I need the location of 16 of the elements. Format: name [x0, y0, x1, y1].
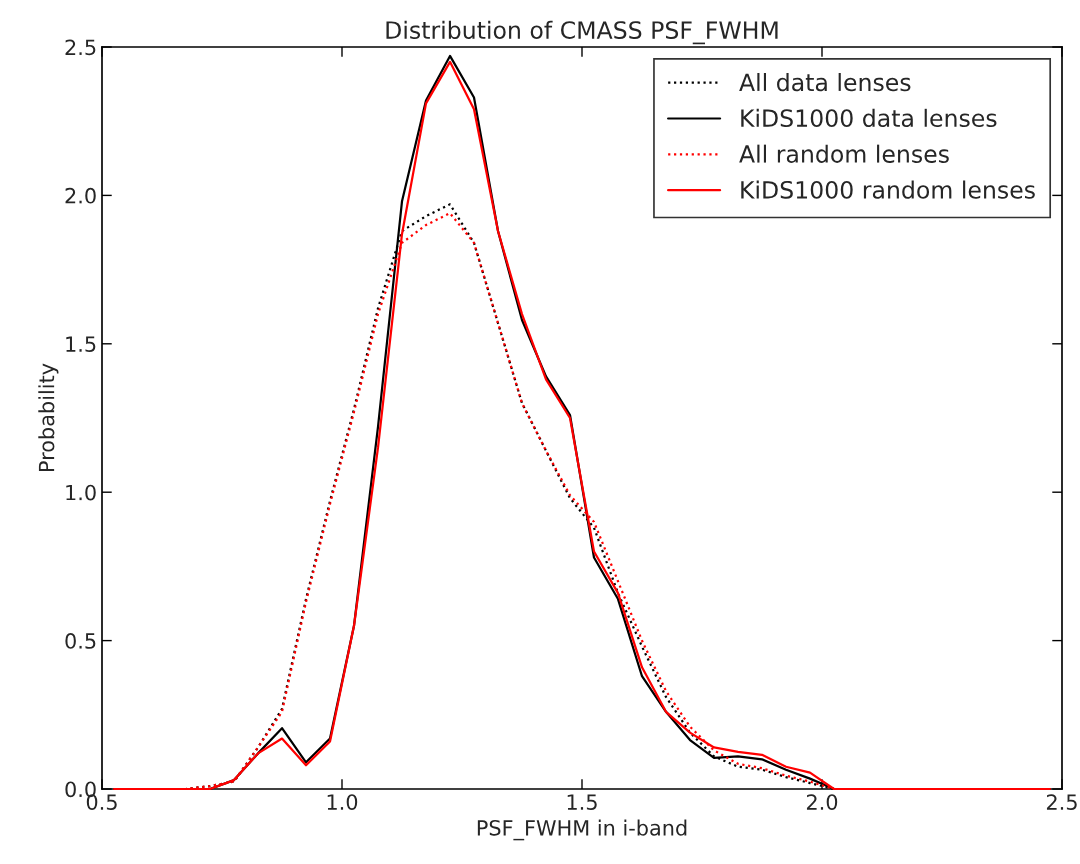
x-tick-label: 2.0 — [806, 794, 838, 810]
legend-label: KiDS1000 random lenses — [741, 180, 1035, 199]
legend-label: All random lenses — [739, 144, 949, 163]
y-tick-label: 1.0 — [66, 484, 96, 501]
x-axis-title: PSF_FWHM in i-band — [477, 819, 687, 841]
x-tick-label: 2.5 — [1046, 794, 1077, 810]
chart-title: Distribution of CMASS PSF_FWHM — [386, 20, 778, 45]
y-tick-label: 2.0 — [65, 187, 96, 204]
legend-label: KiDS1000 data lenses — [741, 108, 997, 128]
x-tick-label: 1.0 — [327, 794, 358, 810]
y-axis-title: Probability — [38, 363, 59, 472]
y-tick-label: 1.5 — [66, 336, 96, 353]
x-tick-label: 1.5 — [567, 794, 597, 810]
y-tick-label: 2.5 — [65, 39, 96, 56]
y-tick-label: 0.5 — [65, 633, 96, 649]
legend-label: All data lenses — [739, 72, 911, 92]
